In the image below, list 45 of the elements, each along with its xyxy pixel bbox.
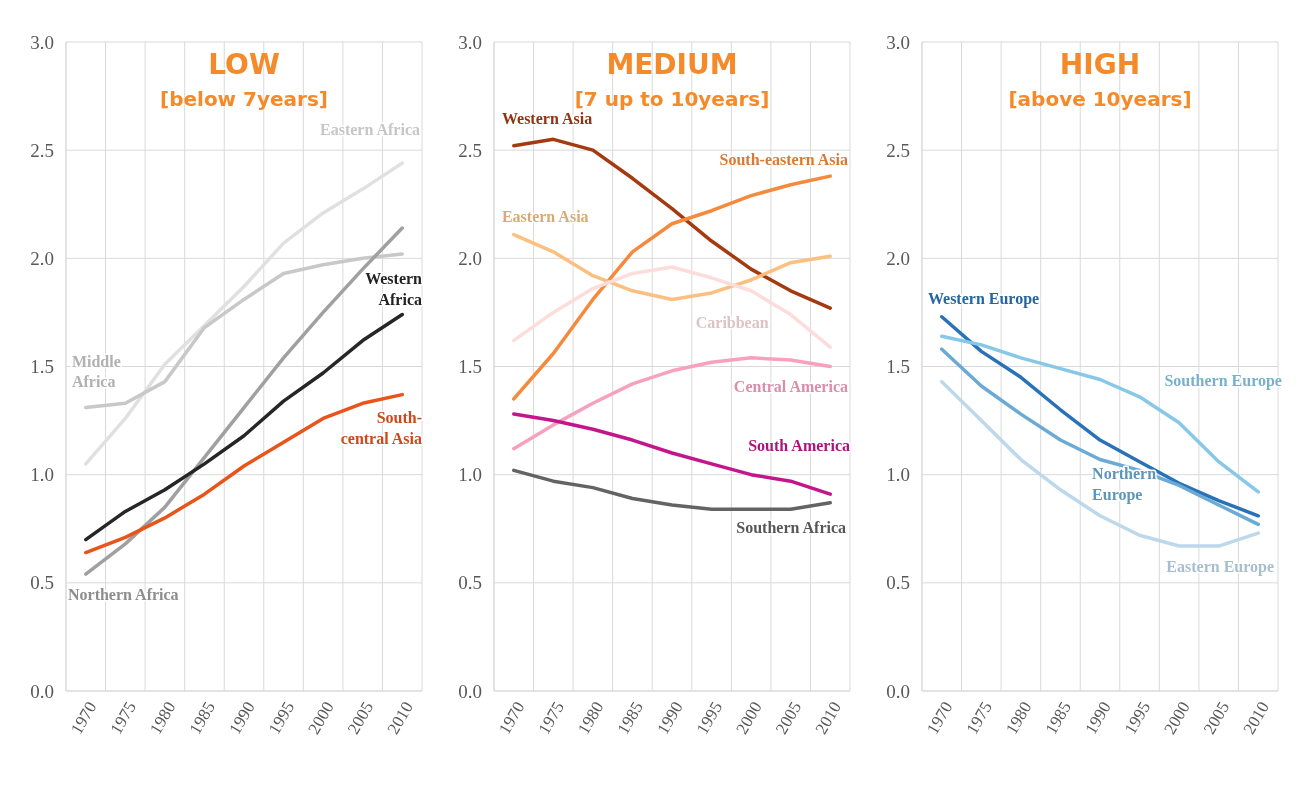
y-tick-label: 0.5: [458, 572, 482, 594]
line-series: [512, 232, 832, 302]
series-label: Southern Europe: [1164, 371, 1282, 390]
text: [below 7years]: [160, 87, 328, 111]
y-tick-label: 0.0: [886, 680, 910, 702]
y-tick-label: 2.0: [30, 247, 54, 269]
series-label: Western Africa: [365, 270, 423, 309]
series-label: South-eastern Asia: [719, 151, 849, 169]
y-tick-label: 2.5: [458, 139, 482, 161]
y-tick-label: 2.5: [30, 139, 54, 161]
y-tick-label: 3.0: [30, 31, 54, 53]
series-label: Eastern Africa: [320, 121, 421, 139]
y-tick-label: 1.0: [30, 464, 54, 486]
y-tick-label: 1.0: [886, 464, 910, 486]
y-tick-label: 3.0: [458, 31, 482, 53]
y-tick-label: 3.0: [886, 31, 910, 53]
y-tick-label: 1.5: [458, 356, 482, 378]
chart-title: MEDIUM: [606, 48, 738, 81]
text: [above 10years]: [1008, 87, 1192, 111]
series-label: Eastern Asia: [501, 207, 589, 225]
y-tick-label: 2.0: [458, 247, 482, 269]
y-tick-label: 1.5: [30, 356, 54, 378]
y-tick-label: 2.0: [886, 247, 910, 269]
series-label: Central America: [733, 378, 849, 396]
series-label: Western Europe: [927, 289, 1040, 308]
y-tick-label: 1.5: [886, 356, 910, 378]
chart-title: LOW: [208, 48, 280, 81]
series-label: Southern Africa: [736, 519, 847, 537]
y-tick-label: 0.0: [458, 680, 482, 702]
y-tick-label: 2.5: [886, 139, 910, 161]
series-label: Eastern Europe: [1166, 558, 1275, 577]
chart-title: HIGH: [1059, 48, 1141, 81]
y-tick-label: 1.0: [458, 464, 482, 486]
line-series: [512, 468, 832, 512]
series-label: Northern Africa: [67, 586, 179, 604]
text: [7 up to 10years]: [574, 87, 770, 111]
series-label: Caribbean: [695, 313, 769, 331]
series-label: Middle Africa: [71, 352, 121, 391]
series-label: Western Asia: [501, 110, 593, 128]
y-tick-label: 0.0: [30, 680, 54, 702]
series-label: South America: [748, 436, 850, 454]
y-tick-label: 0.5: [886, 572, 910, 594]
line-series: [512, 265, 832, 349]
y-tick-label: 0.5: [30, 572, 54, 594]
series-label: South-central Asia: [340, 408, 422, 447]
